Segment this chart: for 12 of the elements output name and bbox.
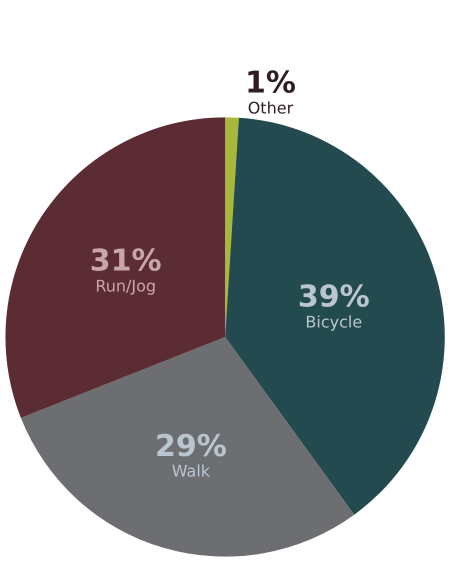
slice-label: Other	[248, 98, 294, 118]
slice-label: Run/Jog	[95, 276, 156, 296]
pie-slice	[5, 117, 226, 418]
slice-label: Walk	[172, 462, 211, 481]
data-label: 39%	[298, 280, 370, 315]
pie-slice	[20, 336, 354, 557]
pie-slice	[225, 118, 445, 515]
data-label: 31%	[90, 244, 162, 279]
data-label: 29%	[154, 428, 227, 464]
slice-label: Bicycle	[305, 312, 362, 332]
pie-slice	[225, 117, 239, 337]
data-label: 1%	[244, 66, 296, 101]
